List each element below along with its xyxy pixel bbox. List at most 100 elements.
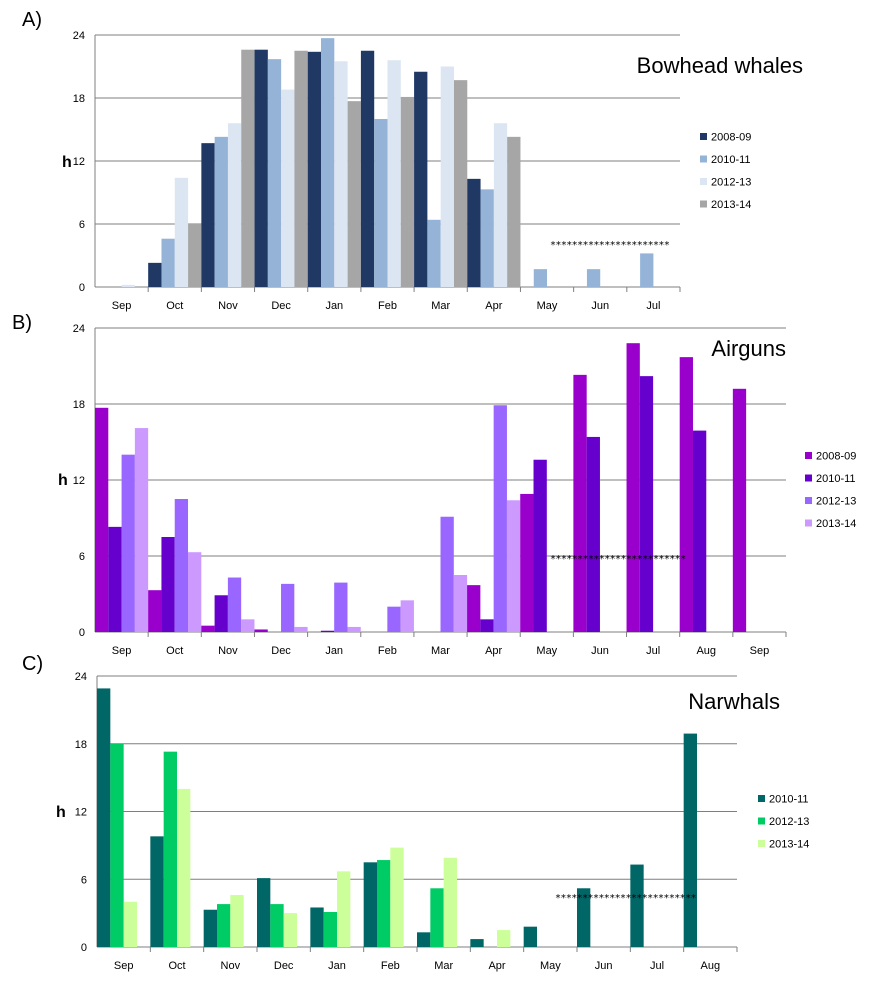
legend-swatch: [805, 452, 812, 459]
bar-2010-11-May: [523, 926, 537, 947]
bar-2010-11-Jan: [320, 630, 335, 632]
bar-2008-09-Sep: [732, 388, 747, 632]
bar-2008-09-Apr: [467, 585, 481, 632]
bar-2012-13-Sep: [121, 284, 135, 287]
bar-2010-11-Feb: [374, 119, 388, 287]
bar-2012-13-Nov: [217, 904, 231, 947]
x-tick-label: Apr: [485, 300, 502, 312]
bar-2013-14-Dec: [283, 913, 297, 947]
bar-2008-09-Apr: [467, 178, 481, 287]
bar-2008-09-Jun: [573, 374, 587, 632]
legend-swatch: [700, 133, 707, 140]
chart-title: Bowhead whales: [637, 53, 803, 78]
bar-2010-11-May: [533, 269, 548, 287]
x-tick-label: Oct: [168, 960, 185, 972]
x-tick-label: May: [540, 960, 561, 972]
bar-2012-13-Dec: [281, 583, 295, 632]
bar-2010-11-Dec: [267, 59, 282, 288]
y-tick-label: 6: [79, 219, 85, 231]
bar-2010-11-Nov: [214, 595, 228, 632]
legend-swatch: [805, 497, 812, 504]
bar-2010-11-Oct: [161, 537, 175, 632]
x-tick-label: Sep: [114, 960, 134, 972]
y-tick-label: 0: [81, 942, 87, 954]
significance-annotation: **************************: [555, 893, 697, 904]
bar-2013-14-Sep: [134, 428, 149, 632]
x-tick-label: Mar: [431, 300, 450, 312]
bar-2012-13-Mar: [430, 888, 444, 947]
x-tick-label: Nov: [221, 960, 241, 972]
y-axis-label: h: [62, 154, 72, 171]
bar-2008-09-Dec: [254, 629, 268, 632]
y-tick-label: 0: [79, 282, 85, 294]
legend-label: 2013-14: [769, 839, 809, 851]
bar-2010-11-Aug: [683, 733, 697, 947]
y-axis-label: h: [58, 472, 68, 489]
chart-panel-2: B) 0 6 12 18 24 h Sep Oct Nov Dec Jan Feb Mar Apr May Ju…: [12, 312, 856, 657]
legend-label: 2008-09: [816, 451, 856, 463]
legend-swatch: [758, 840, 765, 847]
bar-2008-09-Jan: [307, 51, 322, 287]
significance-annotation: *************************: [550, 554, 686, 565]
bar-2010-11-Apr: [480, 619, 494, 632]
bar-2010-11-Mar: [427, 219, 441, 287]
bar-2010-11-Dec: [257, 878, 271, 947]
legend-swatch: [700, 200, 707, 208]
bar-2008-09-Nov: [201, 625, 215, 632]
chart-title: Narwhals: [688, 689, 780, 714]
bar-2008-09-Sep: [95, 407, 109, 632]
x-tick-label: Jun: [591, 300, 609, 312]
y-tick-label: 24: [73, 30, 85, 42]
bar-2008-09-Jul: [626, 343, 640, 632]
chart-panel-1: A) 0 6 12 18 24 h Sep Oct Nov Dec Jan Feb Mar Apr May Ju…: [22, 9, 803, 312]
y-tick-label: 24: [75, 671, 87, 683]
bar-2010-11-Feb: [363, 862, 377, 947]
bar-2013-14-Apr: [497, 930, 511, 947]
bar-2012-13-Dec: [281, 89, 295, 287]
x-tick-label: Jan: [328, 960, 346, 972]
x-tick-label: Apr: [485, 645, 502, 657]
y-tick-label: 18: [75, 739, 87, 751]
x-tick-label: Jan: [325, 645, 343, 657]
bar-2012-13-Jan: [323, 911, 337, 947]
x-tick-label: Feb: [378, 645, 397, 657]
chart-title: Airguns: [711, 336, 786, 361]
bar-2013-14-Mar: [443, 857, 457, 947]
bar-2012-13-Jan: [334, 582, 348, 632]
bar-2012-13-Dec: [270, 904, 284, 947]
legend-label: 2012-13: [769, 816, 809, 828]
panel-label: C): [22, 653, 43, 675]
bar-2012-13-Mar: [440, 516, 454, 632]
bar-2010-11-Oct: [150, 836, 164, 947]
y-tick-label: 6: [81, 874, 87, 886]
bar-2010-11-Nov: [203, 909, 217, 947]
legend-label: 2013-14: [816, 518, 856, 530]
x-tick-label: Aug: [701, 960, 721, 972]
bar-2010-11-May: [533, 459, 547, 632]
x-tick-label: Nov: [218, 300, 238, 312]
bar-2013-14-Nov: [241, 619, 255, 632]
y-tick-label: 18: [73, 399, 85, 411]
bar-2008-09-Dec: [254, 49, 268, 288]
bar-2012-13-Apr: [493, 123, 508, 287]
x-tick-label: May: [536, 645, 557, 657]
x-tick-label: Jul: [650, 960, 664, 972]
bar-2012-13-Oct: [174, 499, 189, 632]
y-axis-label: h: [56, 804, 66, 821]
bar-2013-14-Feb: [400, 96, 415, 287]
legend-swatch: [700, 178, 707, 185]
bar-2012-13-Sep: [110, 743, 124, 947]
y-tick-label: 12: [73, 475, 85, 487]
bar-2008-09-Oct: [148, 262, 162, 287]
bar-2010-11-Sep: [108, 526, 122, 632]
x-tick-label: Sep: [750, 645, 770, 657]
x-tick-label: Nov: [218, 645, 238, 657]
x-tick-label: Mar: [431, 645, 450, 657]
legend-swatch: [805, 474, 812, 482]
bar-2010-11-Jul: [639, 376, 654, 632]
bar-2012-13-Jan: [334, 61, 348, 287]
bar-2008-09-May: [520, 493, 534, 632]
legend-swatch: [700, 155, 707, 163]
legend-label: 2012-13: [711, 177, 751, 189]
